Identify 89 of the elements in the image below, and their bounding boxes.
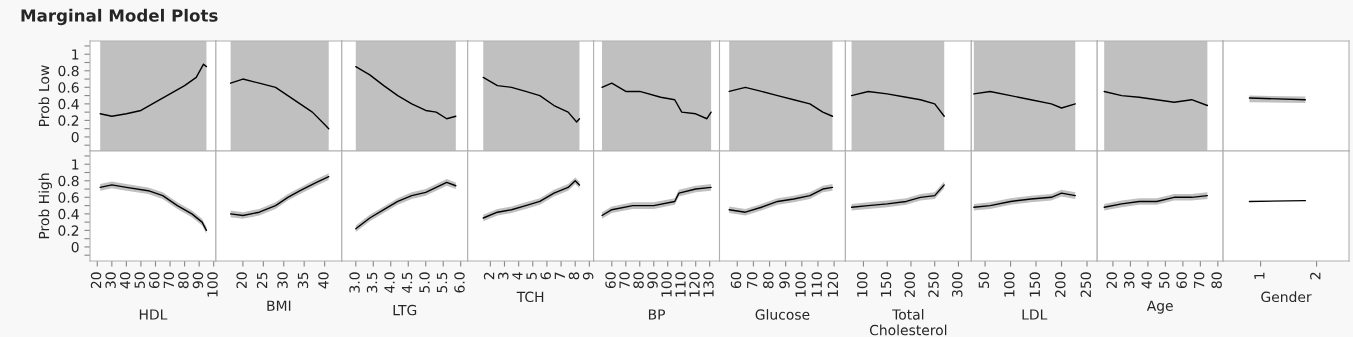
x-tick-label: 4.5 [401, 272, 413, 293]
x-tick-label: 5.5 [436, 272, 448, 293]
x-axis-title: BMI [267, 300, 291, 311]
x-tick-label: 8 [568, 272, 580, 280]
x-axis-title: LTG [393, 304, 417, 316]
x-tick-label: 20 [90, 272, 102, 289]
x-tick-label: 70 [746, 272, 758, 288]
x-tick-label: 200 [1055, 272, 1066, 297]
chart-title: Marginal Model Plots [21, 8, 218, 26]
x-tick-label: 60 [1176, 272, 1187, 289]
x-tick-label: 100 [207, 272, 218, 297]
y-tick-label: 0.6 [58, 192, 79, 203]
x-axis-title: Age [1146, 300, 1173, 314]
y-axis-title: Prob High [38, 173, 52, 239]
x-axis-title: HDL [139, 309, 168, 320]
x-tick-label: 20 [236, 272, 247, 289]
x-tick-label: 20 [1106, 272, 1117, 289]
x-tick-label: 80 [633, 272, 644, 289]
x-tick-label: 110 [811, 272, 822, 297]
x-tick-label: 2 [483, 272, 495, 280]
x-tick-label: 130 [703, 272, 714, 297]
x-tick-label: 80 [178, 272, 189, 289]
x-tick-label: 2 [1310, 272, 1321, 280]
x-tick-label: 60 [605, 272, 616, 289]
x-tick-label: 150 [880, 272, 892, 297]
x-tick-label: 40 [119, 272, 131, 289]
y-tick-label: 1 [72, 159, 79, 170]
x-tick-label: 120 [827, 272, 839, 297]
y-tick-label: 0.4 [58, 98, 79, 110]
y-tick-label: 0.2 [58, 115, 79, 126]
x-tick-label: 35 [297, 272, 309, 289]
x-tick-label: 30 [277, 272, 288, 289]
x-tick-label: 30 [1123, 272, 1135, 289]
x-axis-title: BP [648, 309, 666, 320]
x-tick-label: 3.0 [349, 272, 360, 293]
x-tick-label: 120 [689, 272, 700, 297]
x-tick-label: 6 [540, 272, 551, 280]
x-tick-label: 100 [1004, 272, 1015, 297]
x-tick-label: 5 [526, 272, 537, 280]
x-tick-label: 70 [1193, 272, 1205, 288]
x-tick-label: 7 [554, 272, 565, 280]
y-tick-label: 0.2 [58, 225, 79, 236]
x-tick-label: 250 [1080, 272, 1092, 297]
x-tick-label: 100 [661, 272, 672, 297]
x-tick-label: 3.5 [366, 272, 378, 293]
x-tick-label: 9 [582, 272, 594, 280]
x-tick-label: 30 [105, 272, 116, 289]
y-tick-label: 0.8 [58, 65, 79, 77]
x-tick-label: 25 [256, 272, 268, 289]
x-tick-label: 80 [1211, 272, 1222, 289]
x-tick-label: 5.0 [419, 272, 430, 293]
y-tick-label: 0.4 [58, 208, 79, 220]
x-tick-label: 90 [192, 272, 204, 289]
x-tick-label: 4.0 [384, 272, 395, 293]
x-tick-label: 50 [978, 272, 990, 289]
x-tick-label: 60 [149, 272, 160, 289]
x-tick-label: 300 [952, 272, 963, 297]
x-tick-label: 100 [856, 272, 868, 297]
x-tick-label: 50 [134, 272, 145, 289]
line-series [99, 63, 208, 117]
x-tick-label: 90 [647, 272, 658, 289]
x-tick-label: 110 [675, 272, 686, 297]
y-tick-label: 0.6 [58, 82, 79, 93]
x-tick-label: 250 [928, 272, 939, 297]
y-tick-label: 0 [71, 241, 79, 253]
x-tick-label: 60 [730, 272, 742, 289]
x-tick-label: 80 [763, 272, 774, 289]
x-tick-label: 40 [1141, 272, 1152, 289]
x-axis-title: Gender [1261, 291, 1312, 303]
y-axis-title: Prob Low [38, 65, 50, 126]
x-tick-label: 100 [795, 272, 806, 297]
y-tick-label: 0 [71, 131, 79, 143]
x-tick-label: 50 [1158, 272, 1170, 289]
x-tick-label: 200 [904, 272, 915, 297]
x-axis-title: Glucose [755, 309, 810, 320]
x-tick-label: 1 [1254, 272, 1265, 279]
x-tick-label: 90 [779, 272, 790, 289]
x-tick-label: 70 [163, 272, 175, 288]
y-tick-label: 0.8 [58, 175, 79, 187]
x-tick-label: 4 [512, 272, 523, 280]
x-axis-title: Total Cholesterol [869, 309, 947, 336]
x-tick-label: 150 [1029, 272, 1041, 297]
y-tick-label: 1 [72, 49, 79, 60]
x-axis-title: TCH [516, 291, 544, 303]
x-tick-label: 70 [619, 272, 630, 288]
x-tick-label: 3 [498, 272, 509, 280]
x-axis-title: LDL [1022, 309, 1048, 320]
x-tick-label: 6.0 [454, 272, 465, 293]
x-tick-label: 40 [318, 272, 329, 289]
